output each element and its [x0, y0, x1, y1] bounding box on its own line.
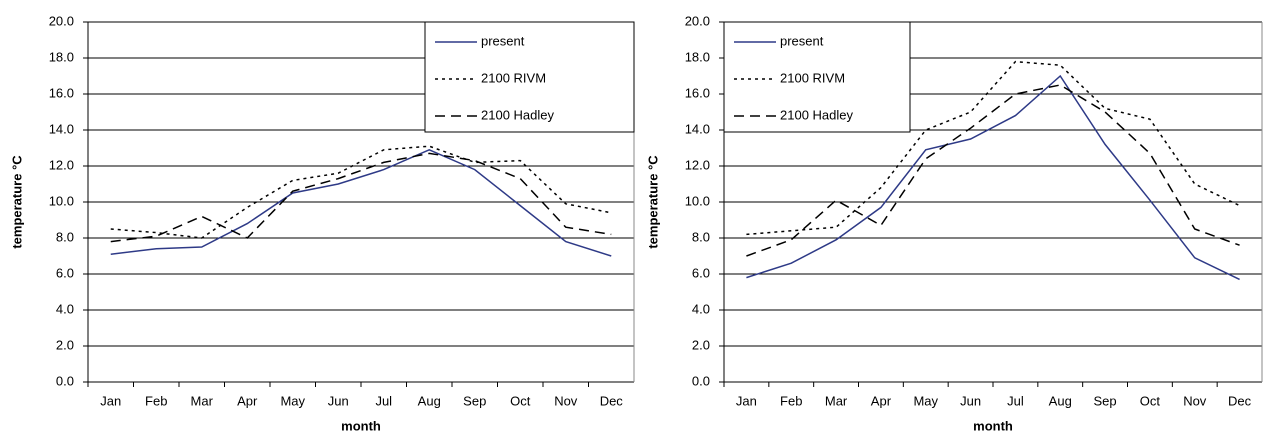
- x-tick-label: Sep: [1094, 393, 1117, 408]
- x-tick-label: Aug: [418, 393, 441, 408]
- legend-box: [723, 21, 911, 133]
- series-line: [110, 145, 612, 239]
- x-tick-label: Apr: [237, 393, 258, 408]
- x-tick-label: Oct: [510, 393, 531, 408]
- x-tick-label: Dec: [600, 393, 624, 408]
- y-tick-label: 18.0: [685, 49, 710, 64]
- y-tick-label: 20.0: [685, 13, 710, 28]
- chart: 0.0 2.0 4.0 6.0 8.0 10.0 12.0 14.0 16.0 18.0 20.0 J…: [645, 13, 1263, 433]
- x-tick-label: Jan: [100, 393, 121, 408]
- series-line: [110, 148, 612, 257]
- x-tick-label: Aug: [1049, 393, 1072, 408]
- x-tick-label: Mar: [191, 393, 214, 408]
- x-tick-label: Apr: [871, 393, 892, 408]
- y-tick-label: 2.0: [56, 337, 74, 352]
- y-tick-label: 12.0: [685, 157, 710, 172]
- y-tick-label: 8.0: [56, 229, 74, 244]
- x-tick-label: Oct: [1140, 393, 1161, 408]
- x-tick-label: Jun: [960, 393, 981, 408]
- y-tick-label: 6.0: [692, 265, 710, 280]
- series-line: [746, 84, 1240, 257]
- y-tick-label: 4.0: [692, 301, 710, 316]
- y-tick-label: 10.0: [685, 193, 710, 208]
- x-tick-label: May: [913, 393, 938, 408]
- x-tick-label: Feb: [780, 393, 802, 408]
- legend-label: 2100 Hadley: [481, 107, 554, 122]
- y-tick-label: 14.0: [685, 121, 710, 136]
- x-tick-label: Feb: [145, 393, 167, 408]
- y-tick-label: 6.0: [56, 265, 74, 280]
- x-tick-label: Nov: [554, 393, 578, 408]
- y-tick-label: 16.0: [49, 85, 74, 100]
- series-line: [110, 152, 612, 243]
- x-tick-label: Jul: [375, 393, 392, 408]
- y-tick-label: 12.0: [49, 157, 74, 172]
- y-axis-label: temperature °C: [645, 155, 660, 249]
- x-axis-label: month: [341, 418, 381, 433]
- x-tick-label: Mar: [825, 393, 848, 408]
- y-tick-label: 16.0: [685, 85, 710, 100]
- y-tick-label: 2.0: [692, 337, 710, 352]
- y-tick-label: 14.0: [49, 121, 74, 136]
- x-tick-label: Jan: [736, 393, 757, 408]
- y-tick-label: 0.0: [56, 373, 74, 388]
- x-tick-label: Dec: [1228, 393, 1252, 408]
- legend-label: 2100 RIVM: [481, 70, 546, 85]
- y-tick-label: 18.0: [49, 49, 74, 64]
- legend-label: 2100 RIVM: [780, 70, 845, 85]
- x-tick-label: Nov: [1183, 393, 1207, 408]
- x-tick-label: Sep: [463, 393, 486, 408]
- legend-box: [424, 21, 635, 133]
- y-tick-label: 8.0: [692, 229, 710, 244]
- x-tick-label: Jul: [1007, 393, 1024, 408]
- y-axis-label: temperature °C: [9, 155, 24, 249]
- y-tick-label: 0.0: [692, 373, 710, 388]
- y-tick-label: 10.0: [49, 193, 74, 208]
- chart: 0.0 2.0 4.0 6.0 8.0 10.0 12.0 14.0 16.0 18.0 20.0 J…: [9, 13, 635, 433]
- legend-label: present: [481, 33, 525, 48]
- x-tick-label: Jun: [328, 393, 349, 408]
- legend-label: 2100 Hadley: [780, 107, 853, 122]
- y-tick-label: 4.0: [56, 301, 74, 316]
- x-axis-label: month: [973, 418, 1013, 433]
- y-tick-label: 20.0: [49, 13, 74, 28]
- series-line: [746, 74, 1240, 281]
- x-tick-label: May: [280, 393, 305, 408]
- series-line: [746, 60, 1240, 236]
- legend-label: present: [780, 33, 824, 48]
